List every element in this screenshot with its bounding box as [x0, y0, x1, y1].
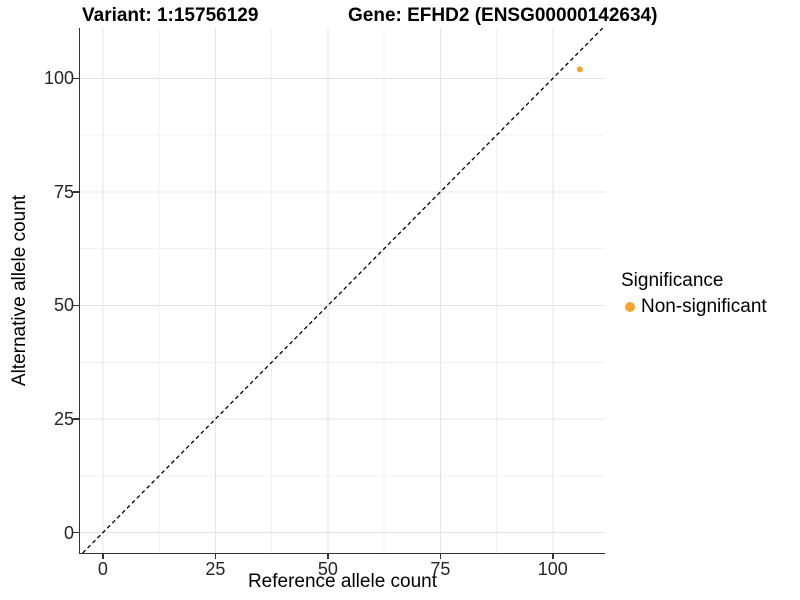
- x-tick-label: 25: [205, 559, 226, 579]
- y-tick-mark: [73, 191, 79, 193]
- x-tick-label: 100: [537, 559, 568, 579]
- y-tick-mark: [73, 418, 79, 420]
- identity-line: [82, 28, 604, 553]
- x-tick-mark: [102, 553, 104, 559]
- scatter-canvas: [80, 28, 605, 553]
- legend-entry-label: Non-significant: [641, 296, 767, 317]
- y-tick-mark: [73, 77, 79, 80]
- x-tick-mark: [439, 553, 442, 559]
- legend-entry: Non-significant: [620, 295, 767, 319]
- y-tick-mark: [73, 304, 79, 307]
- y-tick-mark: [73, 531, 79, 534]
- legend-title: Significance: [621, 270, 724, 291]
- y-tick-label: 50: [53, 295, 74, 316]
- x-tick-mark: [552, 553, 554, 559]
- y-tick-label: 0: [63, 522, 74, 543]
- x-tick-label: 0: [97, 559, 108, 579]
- legend-point-icon: [625, 302, 635, 312]
- plot-title-gene: Gene: EFHD2 (ENSG00000142634): [348, 5, 658, 26]
- legend: Significance Non-significant: [620, 270, 767, 319]
- x-tick-label: 50: [317, 559, 338, 579]
- x-axis-title: Reference allele count: [247, 571, 438, 592]
- y-tick-label: 100: [43, 68, 74, 89]
- x-tick-mark: [327, 553, 329, 559]
- x-tick-mark: [214, 553, 217, 559]
- y-tick-label: 75: [53, 181, 74, 202]
- x-tick-label: 75: [430, 559, 451, 579]
- y-tick-label: 25: [53, 409, 74, 430]
- data-point: [576, 66, 583, 73]
- plot-panel: [79, 28, 605, 554]
- legend-entries: Non-significant: [620, 295, 767, 319]
- plot-title-variant: Variant: 1:15756129: [82, 5, 259, 26]
- y-axis-title: Alternative allele count: [9, 194, 30, 387]
